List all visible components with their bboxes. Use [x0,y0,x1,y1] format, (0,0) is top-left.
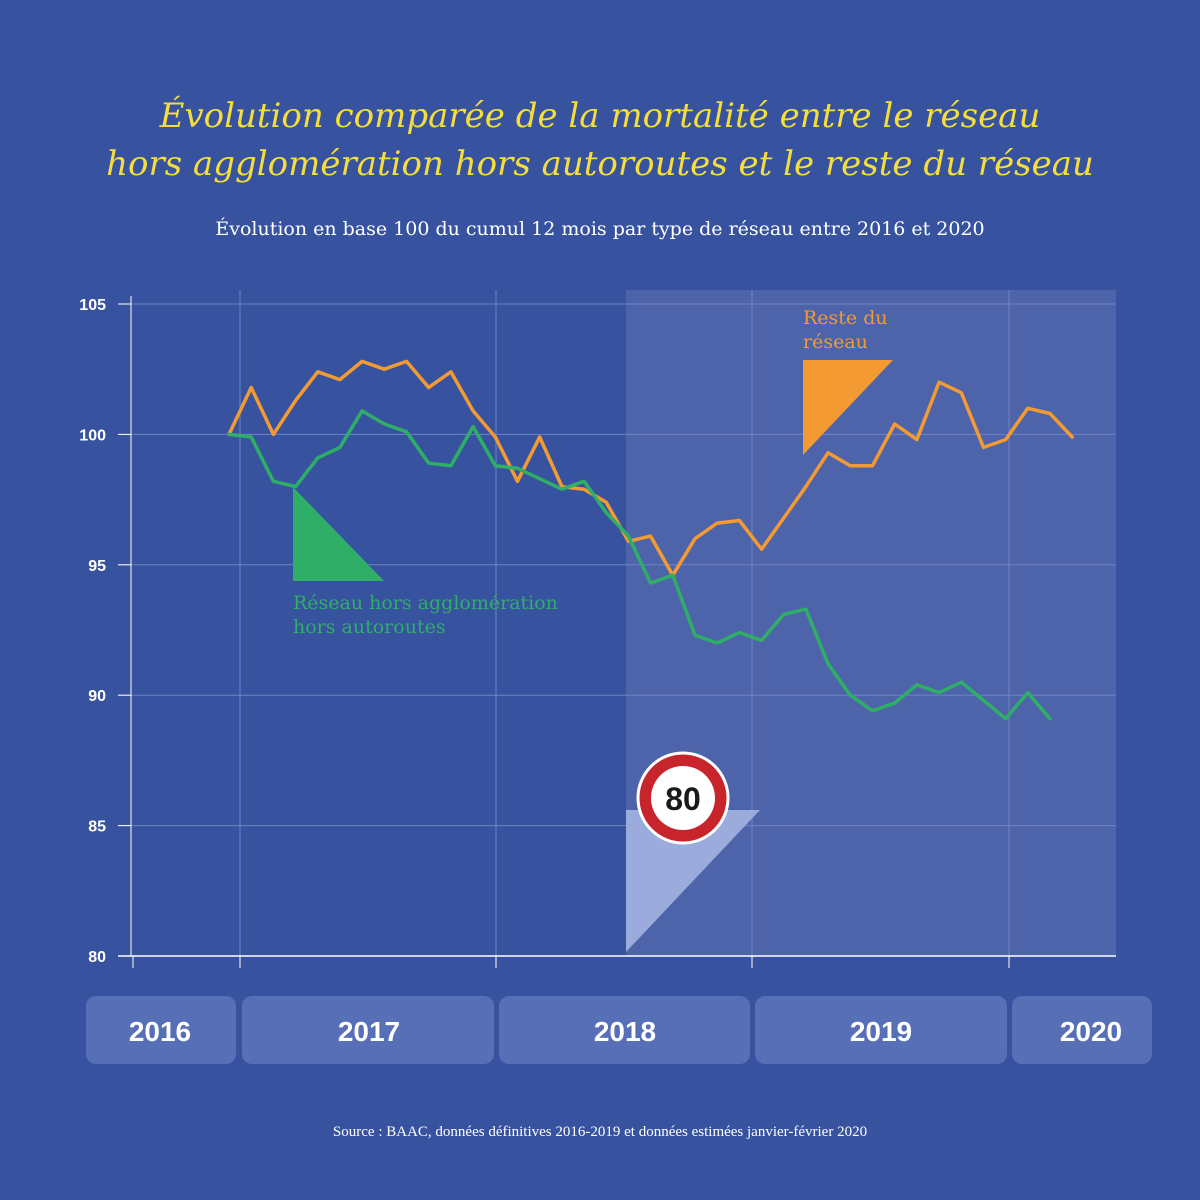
year-box-2017 [242,996,494,1064]
year-label-2018: 2018 [594,1016,656,1047]
orange-annotation-triangle [803,360,893,455]
chart-title-line-2: hors agglomération hors autoroutes et le… [106,144,1094,184]
green-series-label: Réseau hors agglomération hors autoroute… [293,592,564,638]
series-line-hors-agglomeration [227,409,1052,721]
green-label-line-2: hors autoroutes [293,616,446,638]
green-label-line-1: Réseau hors agglomération [293,592,558,614]
y-tick-label: 85 [88,819,106,836]
orange-label-line-2: réseau [803,331,868,353]
y-tick-label: 95 [88,558,106,575]
speed-limit-sign-inner [651,766,715,830]
green-annotation-triangle [293,487,384,581]
year-timeline: 2016 2017 2018 2019 2020 [86,996,1152,1064]
series-layer [227,359,1074,721]
series-line-reste-du-reseau [227,359,1074,577]
speed-limit-value: 80 [665,781,701,817]
year-box-2019 [755,996,1007,1064]
y-tick-label: 100 [79,427,106,444]
year-box-2016 [86,996,236,1064]
y-tick-label: 105 [79,297,106,314]
chart-subtitle: Évolution en base 100 du cumul 12 mois p… [215,218,985,240]
y-tick-label: 90 [88,688,106,705]
grid [118,290,1116,956]
source-note: Source : BAAC, données définitives 2016-… [332,1124,868,1140]
y-axis-ticks: 80 85 90 95 100 105 [79,297,131,966]
year-label-2016: 2016 [129,1016,191,1047]
chart-title: Évolution comparée de la mortalité entre… [0,92,1200,188]
year-box-2018 [499,996,750,1064]
year-label-2017: 2017 [338,1016,400,1047]
orange-series-label: Reste du réseau [803,307,894,353]
orange-label-line-1: Reste du [803,307,888,329]
speed-limit-pointer-triangle [626,810,760,952]
y-tick-label: 80 [88,949,106,966]
year-label-2019: 2019 [850,1016,912,1047]
axes [118,296,1116,968]
chart-title-line-1: Évolution comparée de la mortalité entre… [159,96,1041,136]
year-box-2020 [1012,996,1152,1064]
year-label-2020: 2020 [1060,1016,1122,1047]
